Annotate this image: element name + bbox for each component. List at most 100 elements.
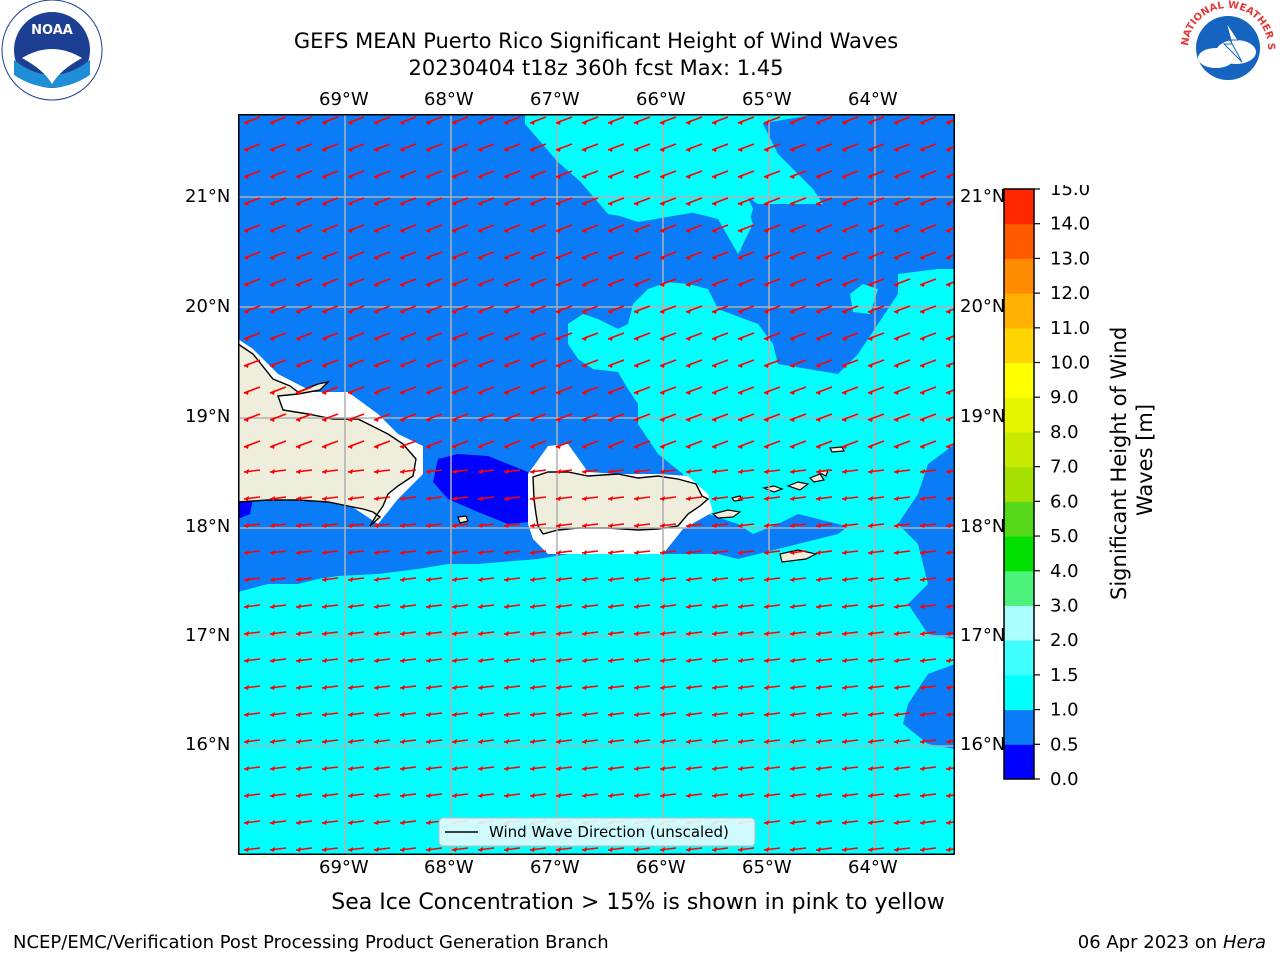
wind-arrow-head xyxy=(348,390,353,395)
wind-arrow-head xyxy=(556,658,561,663)
wind-arrow-head xyxy=(660,444,665,449)
wind-arrow-head xyxy=(426,120,431,125)
wind-arrow-head xyxy=(244,444,249,449)
colorbar-segment xyxy=(1004,223,1034,259)
chart-title: GEFS MEAN Puerto Rico Significant Height… xyxy=(293,29,899,53)
wind-arrow-head xyxy=(686,120,691,125)
wind-arrow-head xyxy=(296,496,301,501)
wind-arrow-head xyxy=(764,174,769,179)
wind-arrow-head xyxy=(686,390,691,395)
wind-arrow-head xyxy=(608,793,613,798)
wind-arrow-head xyxy=(478,550,483,555)
wind-arrow-head xyxy=(764,201,769,206)
wind-arrow-head xyxy=(530,469,535,474)
wind-arrow-head xyxy=(920,847,925,852)
wind-arrow-head xyxy=(712,658,717,663)
lat-tick-right-18: 18°N xyxy=(960,516,1006,537)
wind-arrow-head xyxy=(582,496,587,501)
wind-arrow-head xyxy=(764,550,769,555)
wind-arrow-head xyxy=(556,685,561,690)
colorbar-tick-label: 11.0 xyxy=(1050,318,1090,339)
wind-arrow-head xyxy=(530,793,535,798)
wind-arrow-head xyxy=(608,469,613,474)
lon-tick-bottom-69: 69°W xyxy=(319,857,369,878)
wind-arrow-head xyxy=(504,282,509,287)
footer-date: 06 Apr 2023 on Hera xyxy=(1078,932,1266,953)
wind-arrow-head xyxy=(478,444,483,449)
wind-arrow-head xyxy=(712,739,717,744)
wind-arrow-head xyxy=(634,174,639,179)
wind-arrow-head xyxy=(946,712,951,717)
wind-arrow-head xyxy=(270,739,275,744)
colorbar-tick-label: 4.0 xyxy=(1050,561,1079,582)
wind-arrow-head xyxy=(478,793,483,798)
wind-arrow-head xyxy=(244,496,249,501)
wind-arrow-head xyxy=(764,847,769,852)
wind-arrow-head xyxy=(634,120,639,125)
wind-arrow-head xyxy=(348,604,353,609)
wind-arrow-head xyxy=(816,255,821,260)
wind-arrow-head xyxy=(452,255,457,260)
wind-arrow-head xyxy=(504,363,509,368)
wind-arrow-head xyxy=(660,793,665,798)
wind-arrow-head xyxy=(946,820,951,825)
wind-arrow-head xyxy=(374,255,379,260)
wind-arrow-head xyxy=(712,444,717,449)
wind-arrow-head xyxy=(764,604,769,609)
wind-arrow-head xyxy=(868,120,873,125)
wind-arrow-head xyxy=(790,496,795,501)
wind-arrow-head xyxy=(868,577,873,582)
wind-arrow-head xyxy=(374,201,379,206)
wind-arrow-head xyxy=(660,201,665,206)
colorbar-tick-label: 2.0 xyxy=(1050,630,1079,651)
wind-arrow-head xyxy=(374,390,379,395)
colorbar-segment xyxy=(1004,674,1034,711)
colorbar-segment xyxy=(1004,466,1034,502)
wind-arrow-head xyxy=(270,255,275,260)
wind-arrow-head xyxy=(920,147,925,152)
wind-arrow-head xyxy=(764,766,769,771)
wind-arrow-head xyxy=(322,444,327,449)
wind-arrow-head xyxy=(400,444,405,449)
wind-arrow-head xyxy=(400,363,405,368)
wind-arrow-head xyxy=(738,201,743,206)
wind-arrow-head xyxy=(556,631,561,636)
wind-arrow-head xyxy=(660,631,665,636)
wind-arrow-head xyxy=(842,282,847,287)
wind-arrow-head xyxy=(322,390,327,395)
wind-arrow-head xyxy=(530,417,535,422)
wind-arrow-head xyxy=(608,496,613,501)
wind-arrow-head xyxy=(296,282,301,287)
wind-arrow-head xyxy=(868,282,873,287)
wind-arrow-head xyxy=(660,469,665,474)
wind-arrow-head xyxy=(400,496,405,501)
wind-arrow-head xyxy=(634,685,639,690)
wind-arrow-head xyxy=(946,201,951,206)
wind-arrow-head xyxy=(270,469,275,474)
wind-arrow-head xyxy=(296,712,301,717)
wind-arrow-head xyxy=(478,336,483,341)
wind-arrow-head xyxy=(374,523,379,528)
wind-arrow-head xyxy=(426,712,431,717)
land-hispaniola xyxy=(238,343,417,527)
colorbar-tick-label: 1.0 xyxy=(1050,700,1079,721)
wind-arrow-head xyxy=(842,604,847,609)
wind-arrow-head xyxy=(816,712,821,717)
wind-arrow-head xyxy=(842,685,847,690)
wind-arrow-head xyxy=(530,120,535,125)
wind-arrow-head xyxy=(738,309,743,314)
wind-arrow-head xyxy=(582,444,587,449)
wind-arrow-head xyxy=(296,793,301,798)
wind-arrow-head xyxy=(426,336,431,341)
wind-arrow-head xyxy=(946,739,951,744)
wind-arrow-head xyxy=(348,363,353,368)
wind-arrow-head xyxy=(894,174,899,179)
wind-arrow-head xyxy=(920,228,925,233)
wind-arrow-head xyxy=(374,363,379,368)
graticule xyxy=(238,114,955,855)
wind-arrow-head xyxy=(270,174,275,179)
wind-arrow-head xyxy=(946,336,951,341)
wind-arrow-head xyxy=(400,658,405,663)
land-stthomas xyxy=(761,473,825,493)
colorbar-segment xyxy=(1004,570,1034,606)
